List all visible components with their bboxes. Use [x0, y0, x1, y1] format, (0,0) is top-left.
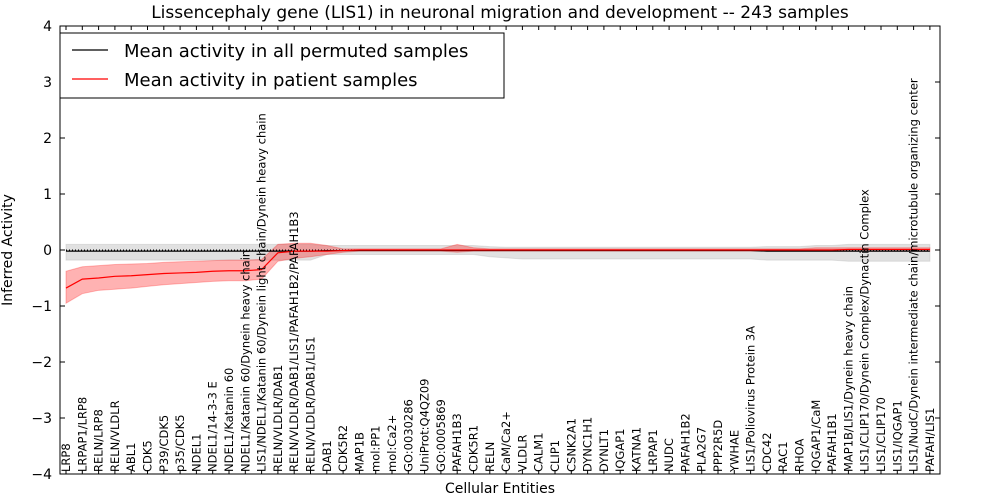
legend-label-patient: Mean activity in patient samples [124, 70, 418, 91]
legend-label-permuted: Mean activity in all permuted samples [124, 41, 468, 62]
x-category-label: NDEL1 [189, 434, 203, 472]
x-category-label: LIS1/CLIP170/Dynein Complex/Dynactin Com… [858, 189, 872, 472]
x-category-label: DYNLT1 [597, 429, 611, 472]
x-category-label: RELN [483, 442, 497, 472]
x-category-label: RAC1 [776, 441, 790, 472]
band-permuted [65, 243, 931, 262]
y-tick-label: −1 [31, 299, 52, 315]
legend-box [59, 32, 505, 99]
x-category-label: GO:0005869 [434, 399, 448, 472]
x-category-label: YWHAE [727, 430, 741, 473]
x-category-label: DYNC1H1 [581, 417, 595, 472]
x-category-label: P39/CDK5 [157, 415, 171, 472]
y-tick-label: −4 [31, 467, 52, 483]
x-category-label: CLIP1 [548, 440, 562, 472]
x-category-label: CDK5R2 [336, 425, 350, 472]
series-lines [65, 248, 930, 289]
x-category-label: IQGAP1/CaM [809, 400, 823, 472]
y-axis: −4 −3 −2 −1 0 1 2 3 4 [31, 19, 940, 483]
y-tick-label: 1 [43, 187, 52, 203]
x-category-label: mol:PP1 [369, 426, 383, 473]
x-category-label: RHOA [793, 439, 807, 472]
x-category-label: PLA2G7 [695, 427, 709, 472]
x-category-label: RELN/VLDLR [108, 400, 122, 472]
x-category-label: IQGAP1 [613, 429, 627, 472]
y-axis-label: Inferred Activity [0, 194, 16, 306]
y-tick-label: 3 [43, 75, 52, 91]
x-category-label: NUDC [662, 438, 676, 472]
series-line-permuted [66, 249, 930, 252]
x-category-label: CALM1 [532, 432, 546, 472]
x-category-label: RELN/VLDLR/DAB1 [271, 365, 285, 472]
x-category-label: mol:Ca2+ [385, 415, 399, 472]
x-category-label: LIS1/CLIP170 [874, 397, 888, 472]
x-category-label: DAB1 [320, 440, 334, 472]
chart-title: Lissencephaly gene (LIS1) in neuronal mi… [151, 3, 849, 23]
x-category-label: CDC42 [760, 432, 774, 472]
x-category-label: LIS1/Poliovirus Protein 3A [744, 326, 758, 472]
y-tick-label: −2 [31, 355, 52, 371]
x-category-label: CDK5 [141, 440, 155, 472]
x-category-label: VLDLR [515, 434, 529, 472]
x-category-label: KATNA1 [630, 427, 644, 472]
x-category-label: LIS1/NudC/Dynein intermediate chain/micr… [907, 78, 921, 472]
x-category-label: LIS1/NDEL1/Katanin 60/Dynein light chain… [255, 113, 269, 472]
x-category-label: LRP8 [59, 443, 73, 472]
x-category-label: PPP2R5D [711, 420, 725, 472]
x-category-label: CaM/Ca2+ [499, 411, 513, 472]
x-category-label: RELN/LRP8 [92, 409, 106, 472]
x-category-label: PAFAH1B2 [678, 413, 692, 472]
plot-area [65, 242, 931, 305]
x-category-label: RELN/VLDLR/DAB1/LIS1 [304, 336, 318, 472]
x-category-label: UniProt:Q4QZ09 [418, 379, 432, 472]
x-category-label: ABL1 [124, 443, 138, 472]
x-category-label: NDEL1/14-3-3 E [206, 381, 220, 472]
x-category-label: LRPAP1/LRP8 [75, 397, 89, 472]
confidence-bands [65, 242, 931, 305]
x-category-label: MAP1B [352, 432, 366, 472]
y-tick-label: 2 [43, 131, 52, 147]
x-category-label: MAP1B/LIS1/Dynein heavy chain [841, 286, 855, 472]
x-category-label: p35/CDK5 [173, 414, 187, 472]
y-tick-label: 0 [43, 243, 52, 259]
x-category-label: CDK5R1 [467, 425, 481, 472]
y-tick-label: 4 [43, 19, 52, 35]
x-category-label: PAFAH1B1 [825, 413, 839, 472]
x-category-label: LRPAP1 [646, 429, 660, 472]
x-category-label: CSNK2A1 [564, 418, 578, 472]
x-category-label: PAFAH1B3 [450, 413, 464, 472]
x-category-label: RELN/VLDLR/DAB1/LIS1/PAFAH1B2/PAFAH1B3 [287, 211, 301, 472]
x-category-label: PAFAH/LIS1 [923, 408, 937, 472]
x-category-label: LIS1/IQGAP1 [890, 400, 904, 472]
x-axis: LRP8 LRPAP1/LRP8 RELN/LRP8 RELN/VLDLR ABL1 CD… [59, 26, 937, 474]
x-category-label: NDEL1/Katanin 60/Dynein heavy chain [238, 250, 252, 472]
series-line-patient [65, 248, 930, 289]
x-category-label: GO:0030286 [401, 399, 415, 472]
y-tick-label: −3 [31, 411, 52, 427]
x-category-label: NDEL1/Katanin 60 [222, 368, 236, 472]
x-axis-label: Cellular Entities [445, 481, 555, 497]
legend: Mean activity in all permuted samples Me… [59, 32, 505, 99]
